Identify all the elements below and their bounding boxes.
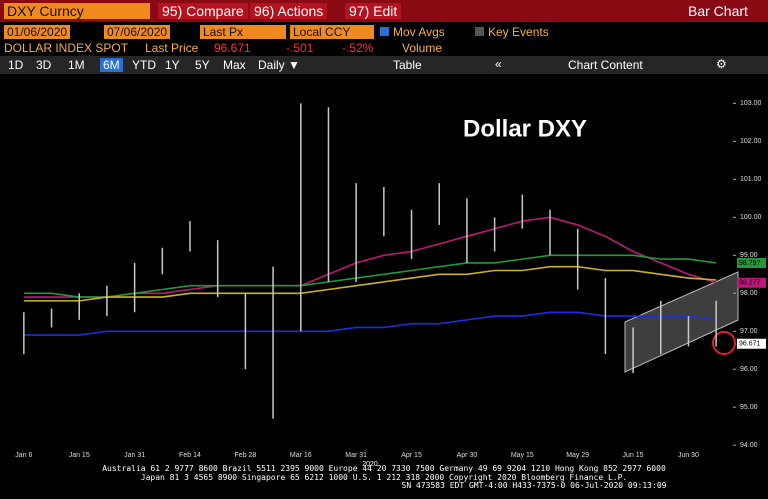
- start-date[interactable]: 01/06/2020: [4, 25, 71, 39]
- x-tick-label: Mar 16: [290, 452, 312, 459]
- x-tick-label: Apr 30: [457, 452, 478, 459]
- price-tag-label: 98.797: [739, 260, 761, 267]
- footer-line: SN 473583 EDT GMT-4:00 H433-7375-0 06-Ju…: [401, 481, 667, 490]
- annotation: Dollar DXY: [463, 115, 587, 142]
- x-tick-label: Feb 14: [179, 452, 201, 459]
- price-tag-label: 98.277: [739, 280, 761, 287]
- period-button[interactable]: YTD: [132, 58, 156, 72]
- trend-channel: [624, 271, 739, 373]
- period-button[interactable]: 1D: [8, 58, 24, 72]
- moving-average: [23, 254, 717, 298]
- collapse-icon[interactable]: «: [495, 57, 502, 71]
- y-tick-label: 98.00: [740, 290, 758, 297]
- currency-select[interactable]: Local CCY: [290, 25, 374, 39]
- y-tick-label: 99.00: [740, 252, 758, 259]
- last-price: 96.671: [214, 41, 251, 55]
- key-events-label: Key Events: [488, 25, 549, 39]
- period-button[interactable]: 1Y: [165, 58, 180, 72]
- price-tag: [737, 277, 766, 288]
- title-bar: DXY Curncy 95) Compare 96) Actions 97) E…: [0, 0, 768, 22]
- x-tick-label: Mar 31: [345, 452, 367, 459]
- period-button[interactable]: Max: [223, 58, 246, 72]
- footer-line: Japan 81 3 4565 8900 Singapore 65 6212 1…: [140, 472, 628, 482]
- view-name: Bar Chart: [688, 3, 748, 19]
- x-tick-label: May 29: [566, 452, 589, 459]
- last-price-label: Last Price: [145, 41, 199, 55]
- y-tick-label: 97.00: [740, 328, 758, 335]
- x-tick-label: Feb 28: [234, 452, 256, 459]
- x-tick-label: May 15: [511, 452, 534, 459]
- actions-button[interactable]: 96) Actions: [250, 3, 328, 19]
- y-tick-label: 103.00: [740, 100, 762, 107]
- y-tick-label: 100.00: [740, 214, 762, 221]
- y-tick-label: 94.00: [740, 442, 758, 449]
- table-button[interactable]: Table: [393, 58, 422, 72]
- price-tag-label: 96.671: [739, 341, 761, 348]
- period-button[interactable]: 5Y: [195, 58, 210, 72]
- security-field[interactable]: DXY Curncy: [4, 3, 150, 19]
- mov-avgs-toggle[interactable]: Mov Avgs: [380, 25, 445, 39]
- highlight-circle: [712, 331, 736, 355]
- x-tick-label: Jun 30: [678, 452, 699, 459]
- y-tick-label: 95.00: [740, 404, 758, 411]
- x-tick-label: Jan 15: [69, 452, 90, 459]
- footer: Australia 61 2 9777 8600 Brazil 5511 239…: [0, 464, 768, 491]
- period-bar: Daily ▼ Table « Chart Content ⚙ 1D 3D 1M 6M…: [0, 56, 768, 74]
- compare-button[interactable]: 95) Compare: [158, 3, 248, 19]
- y-tick-label: 102.00: [740, 138, 762, 145]
- x-tick-label: Apr 15: [401, 452, 422, 459]
- mov-avgs-label: Mov Avgs: [393, 25, 445, 39]
- volume-label: Volume: [402, 41, 443, 55]
- field-select[interactable]: Last Px: [200, 25, 286, 39]
- period-button[interactable]: 1M: [68, 58, 85, 72]
- x-tick-label: Jan 31: [124, 452, 145, 459]
- moving-average: [23, 265, 717, 302]
- y-tick-label: 101.00: [740, 176, 762, 183]
- edit-button[interactable]: 97) Edit: [345, 3, 402, 19]
- end-date[interactable]: 07/06/2020: [104, 25, 171, 39]
- x-tick-label: Jun 15: [623, 452, 644, 459]
- period-button[interactable]: 3D: [36, 58, 52, 72]
- key-events-toggle[interactable]: Key Events: [475, 25, 549, 39]
- x-tick-label: Jan 6: [15, 452, 32, 459]
- price-tag: [737, 338, 766, 349]
- price-tag: [737, 258, 766, 269]
- change-pct: -.52%: [342, 41, 374, 55]
- moving-average: [23, 216, 717, 298]
- chart-content-button[interactable]: Chart Content: [568, 58, 643, 72]
- footer-line: Australia 61 2 9777 8600 Brazil 5511 239…: [102, 464, 666, 473]
- frequency-select[interactable]: Daily ▼: [258, 58, 300, 72]
- security-name: DOLLAR INDEX SPOT: [4, 41, 129, 55]
- change: -.501: [286, 41, 314, 55]
- y-tick-label: 96.00: [740, 366, 758, 373]
- period-button[interactable]: 6M: [100, 58, 123, 72]
- year-label: 2020: [362, 461, 378, 468]
- settings-icon[interactable]: ⚙: [716, 57, 727, 71]
- moving-average: [23, 311, 717, 336]
